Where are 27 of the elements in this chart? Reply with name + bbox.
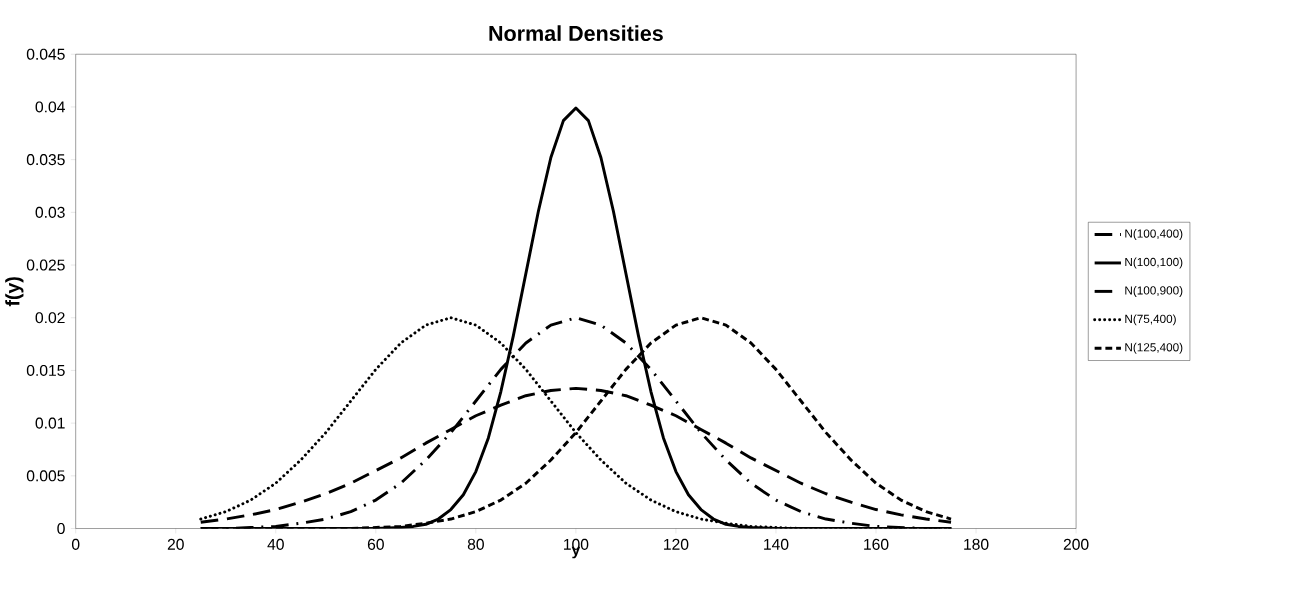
y-tick-label: 0.035: [26, 154, 65, 166]
legend-label: N(100,400): [1125, 229, 1183, 241]
legend-label: N(75,400): [1125, 314, 1176, 326]
x-tick-label: 40: [267, 539, 284, 551]
x-tick-label: 160: [864, 539, 889, 551]
y-tick-label: 0.025: [26, 259, 65, 271]
legend-label: N(100,100): [1125, 257, 1183, 269]
x-tick-label: 20: [167, 539, 184, 551]
y-tick-label: 0.045: [26, 48, 65, 60]
y-tick-label: 0.03: [35, 206, 65, 219]
x-tick-label: 0: [71, 539, 80, 551]
y-tick-label: 0.04: [35, 101, 65, 113]
y-tick-label: 0.02: [35, 312, 65, 324]
x-tick-label: 140: [764, 539, 789, 551]
y-tick-label: 0: [57, 523, 65, 535]
legend-label: N(125,400): [1125, 343, 1183, 354]
x-tick-label: 200: [1063, 539, 1089, 551]
x-tick-label: 80: [467, 539, 484, 551]
chart-title: Normal Densities: [489, 25, 663, 42]
x-tick-label: 60: [367, 539, 384, 551]
x-tick-label: 120: [664, 539, 689, 551]
x-tick-label: 180: [964, 539, 989, 551]
y-tick-label: 0.015: [26, 365, 65, 377]
legend-label: N(100,900): [1125, 286, 1183, 298]
y-tick-label: 0.01: [35, 417, 65, 429]
y-tick-label: 0.005: [26, 470, 65, 482]
y-axis-title: f(y): [5, 277, 24, 307]
